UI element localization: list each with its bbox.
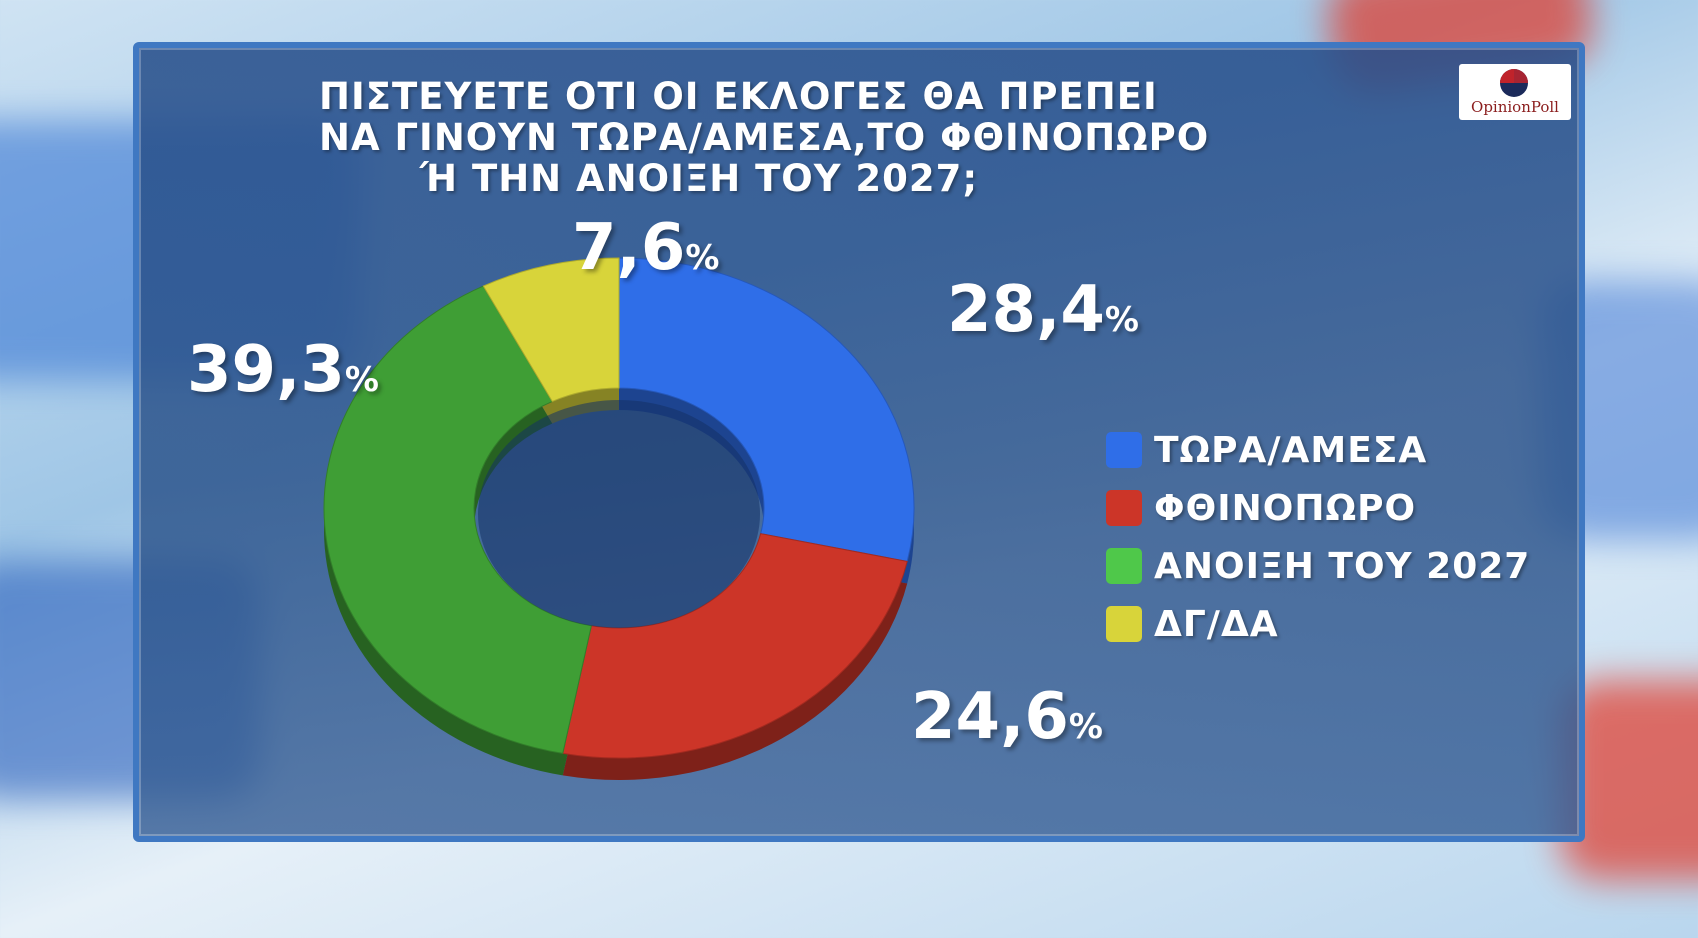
pct-unit: % <box>685 238 720 278</box>
legend-swatch <box>1106 606 1142 642</box>
legend-item-dg-da: ΔΓ/ΔΑ <box>1106 602 1279 646</box>
chart-panel: ΠΙΣΤΕΥΕΤΕ ΟΤΙ ΟΙ ΕΚΛΟΓΕΣ ΘΑ ΠΡΕΠΕΙ ΝΑ ΓΙ… <box>133 42 1585 842</box>
pct-value: 24,6 <box>911 680 1069 754</box>
legend-item-fthinoporo: ΦΘΙΝΟΠΩΡΟ <box>1106 486 1416 530</box>
donut-chart <box>323 257 915 780</box>
pct-unit: % <box>344 360 379 400</box>
pct-label-fthinoporo: 24,6% <box>911 680 1103 754</box>
legend-label: ΑΝΟΙΞΗ ΤΟΥ 2027 <box>1154 545 1531 587</box>
pct-label-dg-da: 7,6% <box>572 211 719 285</box>
pct-unit: % <box>1104 300 1139 340</box>
legend-item-anoixi-2027: ΑΝΟΙΞΗ ΤΟΥ 2027 <box>1106 544 1530 588</box>
donut-slice-2 <box>323 285 592 754</box>
donut-slice-3 <box>482 257 620 403</box>
donut-slice-1 <box>562 533 908 759</box>
donut-slice-0 <box>618 257 915 563</box>
logo-text: OpinionPoll <box>1471 98 1559 116</box>
legend-item-tora-amesa: ΤΩΡΑ/ΑΜΕΣΑ <box>1106 428 1427 472</box>
legend-label: ΤΩΡΑ/ΑΜΕΣΑ <box>1154 429 1428 471</box>
pct-value: 7,6 <box>572 211 686 285</box>
legend-label: ΦΘΙΝΟΠΩΡΟ <box>1154 487 1417 529</box>
legend-swatch <box>1106 432 1142 468</box>
pct-value: 28,4 <box>947 273 1105 347</box>
title-line-1: ΠΙΣΤΕΥΕΤΕ ΟΤΙ ΟΙ ΕΚΛΟΓΕΣ ΘΑ ΠΡΕΠΕΙ <box>319 75 1158 118</box>
pct-unit: % <box>1068 707 1103 747</box>
chart-title: ΠΙΣΤΕΥΕΤΕ ΟΤΙ ΟΙ ΕΚΛΟΓΕΣ ΘΑ ΠΡΕΠΕΙ ΝΑ ΓΙ… <box>319 75 1210 200</box>
legend-swatch <box>1106 490 1142 526</box>
legend-swatch <box>1106 548 1142 584</box>
legend-label: ΔΓ/ΔΑ <box>1154 603 1279 645</box>
pct-label-tora-amesa: 28,4% <box>947 273 1139 347</box>
logo-mark-icon <box>1500 69 1528 97</box>
opinionpoll-logo: OpinionPoll <box>1459 64 1571 120</box>
donut-hole <box>478 400 760 628</box>
pct-value: 39,3 <box>187 333 345 407</box>
pct-label-anoixi-2027: 39,3% <box>187 333 379 407</box>
title-line-3: Ή ΤΗΝ ΑΝΟΙΞΗ ΤΟΥ 2027; <box>419 157 979 200</box>
title-line-2: ΝΑ ΓΙΝΟΥΝ ΤΩΡΑ/ΑΜΕΣΑ,ΤΟ ΦΘΙΝΟΠΩΡΟ <box>319 116 1210 159</box>
